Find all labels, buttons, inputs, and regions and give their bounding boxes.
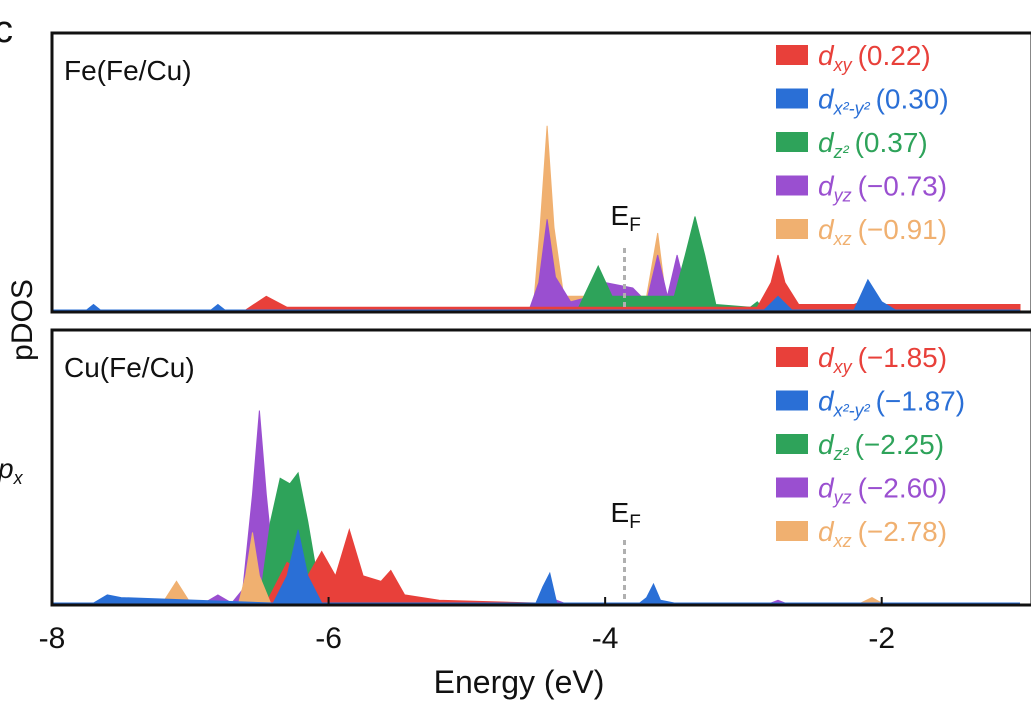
legend-symbol: d: [818, 127, 835, 158]
legend-label: dx²-y² (0.30): [818, 84, 949, 119]
legend-subscript: x²-y²: [833, 401, 871, 421]
legend-symbol: d: [818, 84, 835, 115]
legend-symbol: d: [818, 214, 835, 245]
legend-swatch: [776, 88, 808, 109]
legend-charge: (−2.25): [855, 429, 945, 460]
legend-symbol: d: [818, 386, 835, 417]
legend-label: dxy (0.22): [818, 40, 931, 75]
dos-area: [52, 278, 1020, 311]
fermi-label: EF: [611, 497, 641, 533]
legend-charge: (0.30): [876, 84, 949, 115]
legend-label: dz² (0.37): [818, 127, 928, 162]
legend-label: dxz (−0.91): [818, 214, 947, 249]
legend-charge: (0.37): [855, 127, 928, 158]
x-axis-label: Energy (eV): [434, 664, 605, 700]
legend-charge: (−0.91): [858, 214, 948, 245]
legend-label: dyz (−0.73): [818, 171, 947, 206]
legend-subscript: z²: [833, 142, 850, 162]
panel-frame: [50, 31, 1031, 314]
fermi-main: E: [611, 200, 630, 231]
legend-swatch: [776, 45, 808, 65]
panel-title: Fe(Fe/Cu): [64, 55, 192, 86]
legend-charge: (0.22): [858, 40, 931, 71]
x-tick-label: -4: [592, 622, 619, 655]
x-tick-label: -2: [868, 622, 895, 655]
cut-label: px: [0, 453, 24, 488]
legend-label: dxy (−1.85): [818, 342, 947, 377]
panel-frame: [50, 328, 1031, 607]
legend-symbol: d: [818, 429, 835, 460]
fermi-sub: F: [629, 215, 641, 236]
legend-swatch: [776, 219, 808, 239]
legend-symbol: d: [818, 342, 835, 373]
legend-subscript: xy: [833, 55, 853, 75]
panel-title: Cu(Fe/Cu): [64, 352, 195, 383]
legend-subscript: xz: [833, 531, 852, 551]
legend-subscript: z²: [833, 444, 850, 464]
legend-symbol: d: [818, 171, 835, 202]
legend-label: dz² (−2.25): [818, 429, 944, 464]
legend-swatch: [776, 132, 808, 152]
cut-label-main: p: [0, 453, 14, 484]
x-tick-label: -6: [315, 622, 342, 655]
legend-charge: (−2.78): [858, 516, 948, 547]
legend-label: dx²-y² (−1.87): [818, 386, 965, 421]
legend-charge: (−2.60): [858, 473, 948, 504]
legend-swatch: [776, 521, 808, 541]
legend-label: dyz (−2.60): [818, 473, 947, 508]
x-tick-label: -8: [39, 622, 66, 655]
legend-subscript: xy: [833, 357, 853, 377]
legend-swatch: [776, 175, 808, 196]
fermi-label: EF: [611, 200, 641, 236]
dos-area: [52, 529, 1020, 604]
fermi-sub: F: [629, 512, 641, 533]
legend-subscript: yz: [832, 488, 852, 508]
legend-label: dxz (−2.78): [818, 516, 947, 551]
fermi-main: E: [611, 497, 630, 528]
legend-charge: (−1.85): [858, 342, 948, 373]
legend-subscript: yz: [832, 186, 852, 206]
panel-letter: c: [0, 9, 13, 51]
legend-charge: (−0.73): [858, 171, 948, 202]
legend-swatch: [776, 390, 808, 411]
cut-label-sub: x: [13, 468, 24, 488]
y-axis-label: pDOS: [6, 279, 39, 361]
legend-subscript: x²-y²: [833, 99, 871, 119]
legend-symbol: d: [818, 473, 835, 504]
legend-swatch: [776, 477, 808, 498]
dos-area: [52, 532, 1020, 604]
legend-swatch: [776, 347, 808, 367]
legend-subscript: xz: [833, 229, 852, 249]
legend-symbol: d: [818, 40, 835, 71]
legend-swatch: [776, 434, 808, 454]
legend-symbol: d: [818, 516, 835, 547]
legend-charge: (−1.87): [876, 386, 966, 417]
